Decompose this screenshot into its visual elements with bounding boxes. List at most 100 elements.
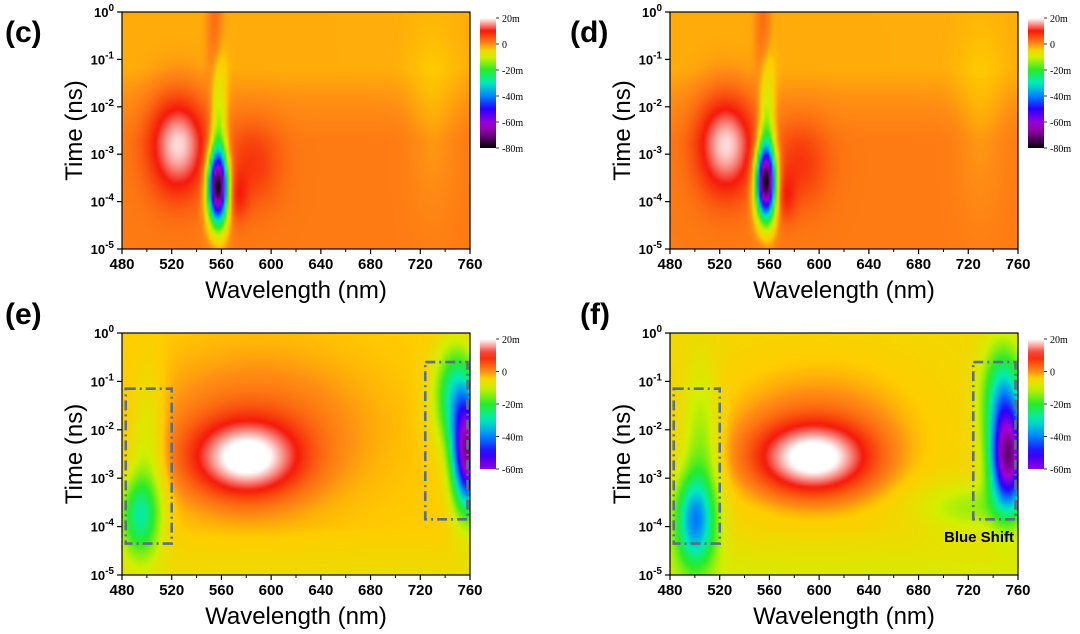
y-tick-label: 10-3 bbox=[91, 469, 115, 486]
y-tick-label: 100 bbox=[94, 324, 114, 341]
panel-label: (e) bbox=[5, 298, 42, 331]
y-tick-label: 10-3 bbox=[639, 145, 663, 162]
x-tick-label: 720 bbox=[408, 256, 433, 273]
colorbar-tick-label: 0 bbox=[1050, 368, 1055, 379]
colorbar-tick-label: -20m bbox=[502, 66, 523, 77]
x-tick-label: 560 bbox=[209, 582, 234, 599]
colorbar-tick-label: -60m bbox=[1050, 465, 1071, 476]
x-tick-label: 560 bbox=[209, 256, 234, 273]
y-tick-label: 10-1 bbox=[91, 50, 115, 67]
colorbar-tick-label: -60m bbox=[1050, 118, 1071, 129]
x-tick-label: 680 bbox=[358, 582, 383, 599]
y-tick-label: 10-5 bbox=[91, 566, 115, 583]
x-tick-label: 640 bbox=[308, 256, 333, 273]
y-axis-label: Time (ns) bbox=[61, 80, 88, 180]
panel-label: (c) bbox=[5, 16, 42, 49]
x-tick-label: 680 bbox=[358, 256, 383, 273]
colorbar bbox=[1028, 339, 1044, 469]
x-tick-label: 680 bbox=[906, 582, 931, 599]
colorbar-tick-label: -40m bbox=[1050, 433, 1071, 444]
highlight-box bbox=[124, 387, 174, 545]
colorbar bbox=[1028, 18, 1044, 148]
x-tick-label: 520 bbox=[159, 582, 184, 599]
y-tick-label: 10-2 bbox=[639, 98, 663, 115]
colorbar-tick-label: -40m bbox=[502, 433, 523, 444]
x-tick-label: 640 bbox=[856, 256, 881, 273]
x-axis-label: Wavelength (nm) bbox=[753, 277, 935, 304]
colorbar-tick-label: 20m bbox=[502, 14, 520, 25]
x-tick-label: 640 bbox=[856, 582, 881, 599]
y-axis-label: Time (ns) bbox=[609, 80, 636, 180]
colorbar-tick-label: 20m bbox=[502, 335, 520, 346]
x-tick-label: 600 bbox=[807, 256, 832, 273]
heatmap-image bbox=[122, 333, 470, 575]
colorbar-tick-label: -20m bbox=[502, 400, 523, 411]
x-tick-label: 520 bbox=[159, 256, 184, 273]
x-tick-label: 480 bbox=[109, 582, 134, 599]
colorbar-tick-label: 0 bbox=[502, 40, 507, 51]
x-axis-label: Wavelength (nm) bbox=[205, 277, 387, 304]
y-tick-label: 10-2 bbox=[91, 421, 115, 438]
colorbar bbox=[480, 18, 496, 148]
x-axis-label: Wavelength (nm) bbox=[205, 603, 387, 629]
highlight-box bbox=[423, 360, 469, 521]
x-tick-label: 720 bbox=[408, 582, 433, 599]
y-tick-label: 10-1 bbox=[639, 50, 663, 67]
x-tick-label: 480 bbox=[109, 256, 134, 273]
colorbar-tick-label: -60m bbox=[502, 465, 523, 476]
x-tick-label: 720 bbox=[956, 582, 981, 599]
y-axis-label: Time (ns) bbox=[609, 404, 636, 504]
x-tick-label: 720 bbox=[956, 256, 981, 273]
y-tick-label: 10-1 bbox=[91, 372, 115, 389]
x-tick-label: 520 bbox=[707, 582, 732, 599]
chart-panel-d: 480 520 560 600 640 680 720 760 10-5 10-4 10-3 10-2… bbox=[570, 3, 1071, 304]
chart-panel-e: 480 520 560 600 640 680 720 760 10-5 10-4 10-3 10-2… bbox=[5, 298, 523, 630]
colorbar-tick-label: 20m bbox=[1050, 14, 1068, 25]
y-tick-label: 10-2 bbox=[91, 98, 115, 115]
y-tick-label: 100 bbox=[642, 3, 662, 20]
x-tick-label: 480 bbox=[657, 256, 682, 273]
colorbar-tick-label: -60m bbox=[502, 118, 523, 129]
x-axis-label: Wavelength (nm) bbox=[753, 603, 935, 629]
x-tick-label: 760 bbox=[1005, 256, 1030, 273]
y-tick-label: 10-2 bbox=[639, 421, 663, 438]
heatmap-image bbox=[122, 12, 470, 249]
x-tick-label: 760 bbox=[457, 582, 482, 599]
chart-panel-f: 480 520 560 600 640 680 720 760 10-5 10-4 10-3 10-2… bbox=[580, 298, 1071, 630]
y-tick-label: 10-3 bbox=[639, 469, 663, 486]
colorbar-tick-label: -20m bbox=[1050, 400, 1071, 411]
y-tick-label: 10-1 bbox=[639, 372, 663, 389]
x-tick-label: 480 bbox=[657, 582, 682, 599]
x-tick-label: 600 bbox=[259, 582, 284, 599]
x-tick-label: 600 bbox=[259, 256, 284, 273]
highlight-box bbox=[971, 360, 1017, 521]
colorbar-tick-label: 0 bbox=[1050, 40, 1055, 51]
y-tick-label: 10-5 bbox=[639, 240, 663, 257]
y-axis-label: Time (ns) bbox=[61, 404, 88, 504]
colorbar-tick-label: -20m bbox=[1050, 66, 1071, 77]
y-tick-label: 10-4 bbox=[91, 518, 115, 535]
colorbar-tick-label: 0 bbox=[502, 368, 507, 379]
y-tick-label: 10-4 bbox=[91, 193, 115, 210]
y-tick-label: 10-4 bbox=[639, 518, 663, 535]
x-tick-label: 520 bbox=[707, 256, 732, 273]
blue-shift-annotation: Blue Shift bbox=[944, 529, 1014, 546]
x-tick-label: 640 bbox=[308, 582, 333, 599]
colorbar-tick-label: -80m bbox=[502, 144, 523, 155]
heatmap-image bbox=[670, 12, 1018, 249]
colorbar bbox=[480, 339, 496, 469]
x-tick-label: 760 bbox=[457, 256, 482, 273]
panel-label: (d) bbox=[570, 16, 608, 49]
x-tick-label: 560 bbox=[757, 582, 782, 599]
y-tick-label: 10-4 bbox=[639, 193, 663, 210]
colorbar-tick-label: -80m bbox=[1050, 144, 1071, 155]
x-tick-label: 680 bbox=[906, 256, 931, 273]
y-tick-label: 100 bbox=[642, 324, 662, 341]
heatmap-image bbox=[670, 333, 1018, 575]
x-tick-label: 760 bbox=[1005, 582, 1030, 599]
colorbar-tick-label: 20m bbox=[1050, 335, 1068, 346]
highlight-box bbox=[672, 387, 722, 545]
x-tick-label: 600 bbox=[807, 582, 832, 599]
chart-panel-c: 480 520 560 600 640 680 720 760 10-5 10-4 10-3 10-2… bbox=[5, 3, 523, 304]
